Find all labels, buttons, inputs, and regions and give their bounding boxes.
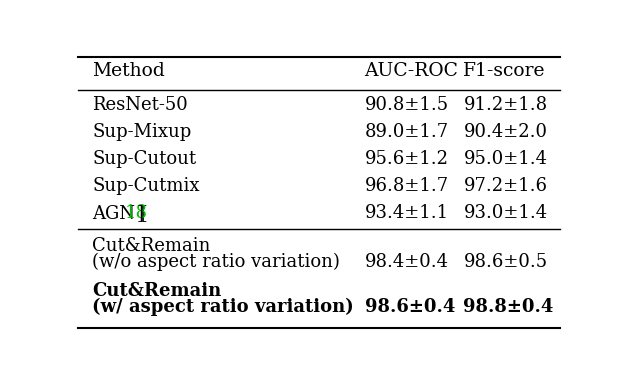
Text: 97.2±1.6: 97.2±1.6 xyxy=(463,177,547,195)
Text: ResNet-50: ResNet-50 xyxy=(92,96,188,114)
Text: ]: ] xyxy=(137,204,144,222)
Text: 90.8±1.5: 90.8±1.5 xyxy=(364,96,448,114)
Text: 95.6±1.2: 95.6±1.2 xyxy=(364,150,448,168)
Text: Method: Method xyxy=(92,62,165,80)
Text: 96.8±1.7: 96.8±1.7 xyxy=(364,177,448,195)
Text: 93.0±1.4: 93.0±1.4 xyxy=(463,204,547,222)
Text: 98.4±0.4: 98.4±0.4 xyxy=(364,253,448,271)
Text: Sup-Mixup: Sup-Mixup xyxy=(92,123,192,141)
Text: 98.6±0.4: 98.6±0.4 xyxy=(364,298,455,316)
Text: AUC-ROC: AUC-ROC xyxy=(364,62,458,80)
Text: 18: 18 xyxy=(125,204,148,222)
Text: Sup-Cutout: Sup-Cutout xyxy=(92,150,197,168)
Text: 98.6±0.5: 98.6±0.5 xyxy=(463,253,547,271)
Text: Cut&Remain: Cut&Remain xyxy=(92,282,221,300)
Text: 98.8±0.4: 98.8±0.4 xyxy=(463,298,554,316)
Text: AGN [: AGN [ xyxy=(92,204,148,222)
Text: F1-score: F1-score xyxy=(463,62,546,80)
Text: 90.4±2.0: 90.4±2.0 xyxy=(463,123,547,141)
Text: Cut&Remain: Cut&Remain xyxy=(92,237,211,255)
Text: 93.4±1.1: 93.4±1.1 xyxy=(364,204,448,222)
Text: (w/ aspect ratio variation): (w/ aspect ratio variation) xyxy=(92,298,354,316)
Text: 91.2±1.8: 91.2±1.8 xyxy=(463,96,547,114)
Text: (w/o aspect ratio variation): (w/o aspect ratio variation) xyxy=(92,253,340,271)
Text: 95.0±1.4: 95.0±1.4 xyxy=(463,150,547,168)
Text: 89.0±1.7: 89.0±1.7 xyxy=(364,123,448,141)
Text: Sup-Cutmix: Sup-Cutmix xyxy=(92,177,200,195)
